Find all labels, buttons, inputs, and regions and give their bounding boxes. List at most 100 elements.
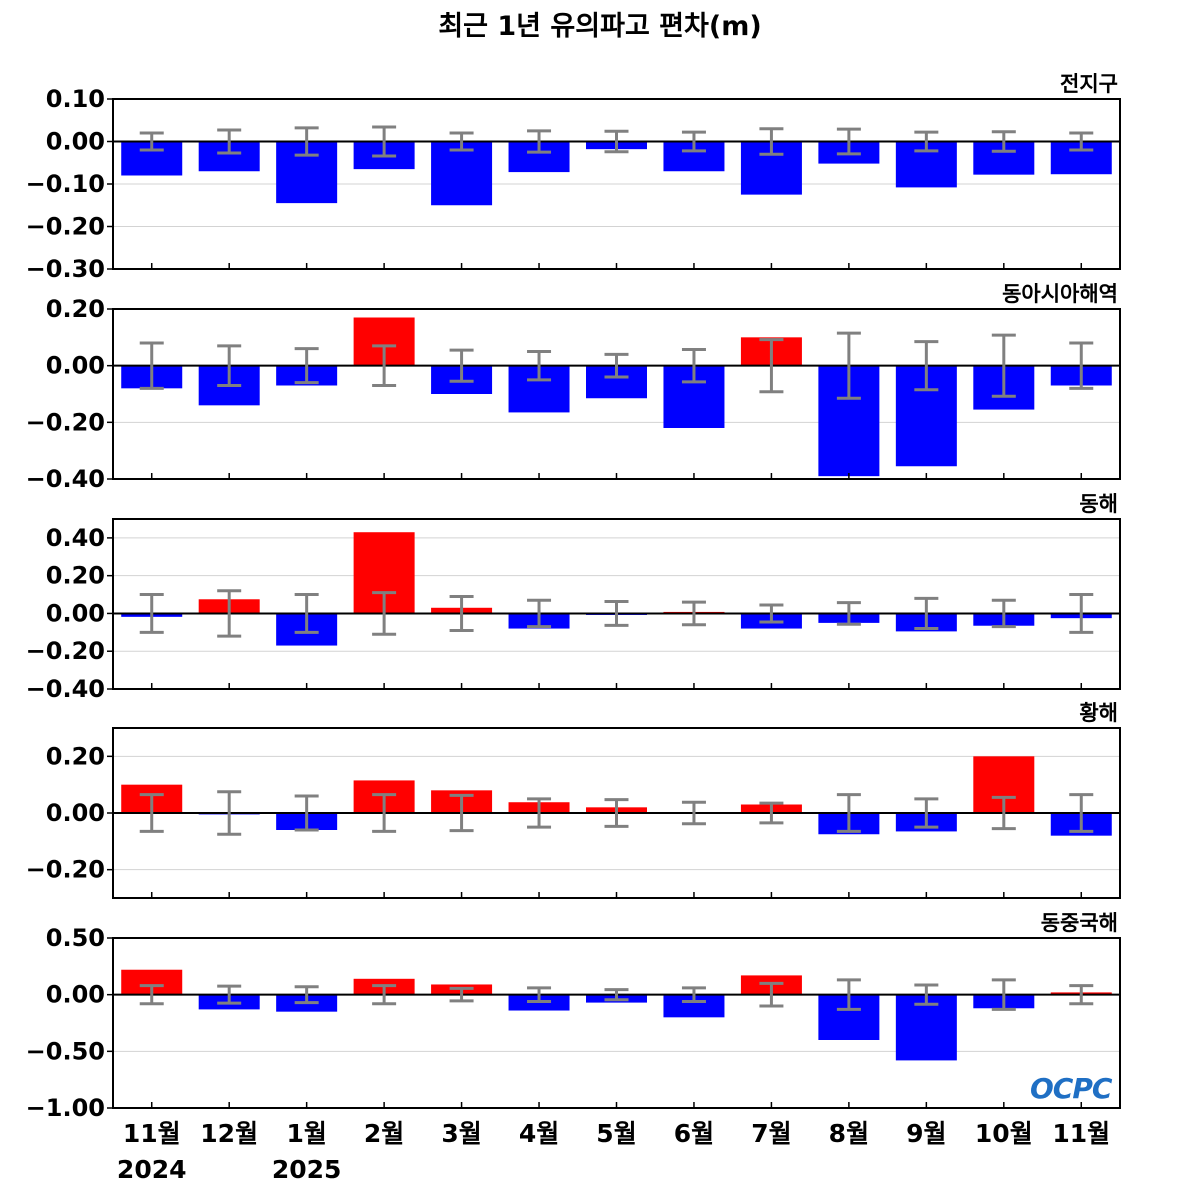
error-bar <box>991 795 1016 831</box>
error-bar <box>527 797 552 829</box>
error-bar <box>604 129 629 154</box>
error-bar <box>836 331 861 400</box>
y-tick-label: 0.20 <box>46 295 105 323</box>
error-bar <box>991 130 1016 153</box>
x-tick-label: 5월 <box>596 1119 636 1148</box>
error-bar <box>294 347 319 385</box>
error-bar <box>527 598 552 629</box>
chart-title: 최근 1년 유의파고 편차(m) <box>438 11 762 42</box>
panel-4: 0.20 0.00 −0.20 황해 <box>26 701 1121 899</box>
error-bar <box>759 603 784 624</box>
x-tick-label: 7월 <box>751 1119 791 1148</box>
error-bar <box>759 981 784 1008</box>
error-bar <box>681 600 706 627</box>
error-bar <box>681 348 706 384</box>
year-label: 2024 <box>117 1155 187 1184</box>
error-bar <box>449 348 474 383</box>
error-bar <box>372 793 397 833</box>
x-tick-label: 8월 <box>829 1119 869 1148</box>
error-bar <box>294 985 319 1005</box>
error-bar <box>449 793 474 833</box>
error-bar <box>759 338 784 394</box>
panel-title: 동아시아해역 <box>1002 282 1118 306</box>
error-bar <box>914 130 939 153</box>
error-bar <box>372 344 397 387</box>
error-bar <box>604 798 629 828</box>
error-bar <box>527 129 552 154</box>
error-bar <box>914 983 939 1006</box>
y-tick-label: 0.40 <box>46 524 105 552</box>
error-bar <box>527 986 552 1003</box>
error-bar <box>836 978 861 1011</box>
error-bar <box>372 125 397 158</box>
x-tick-label: 12월 <box>200 1119 258 1148</box>
panel-2: 0.20 0.00 −0.20 −0.40 동아시아해역 <box>26 282 1121 493</box>
bar <box>431 141 493 206</box>
error-bar <box>759 801 784 825</box>
error-bar <box>914 340 939 392</box>
year-label: 2025 <box>272 1155 342 1184</box>
y-tick-label: 0.00 <box>46 128 105 156</box>
error-bar <box>914 797 939 829</box>
error-bar <box>604 352 629 379</box>
x-tick-label: 9월 <box>906 1119 946 1148</box>
y-tick-label: 0.10 <box>46 85 105 113</box>
panel-title: 황해 <box>1079 701 1118 725</box>
error-bar <box>139 984 164 1006</box>
y-tick-label: 0.00 <box>46 352 105 380</box>
error-bar <box>139 341 164 390</box>
error-bar <box>217 984 242 1005</box>
x-tick-label: 10월 <box>975 1119 1033 1148</box>
error-bar <box>914 596 939 631</box>
y-tick-label: −0.20 <box>26 856 105 884</box>
panel-3: 0.40 0.20 0.00 −0.20 −0.40 동해 <box>26 492 1121 703</box>
error-bar <box>1069 793 1094 833</box>
ocpc-logo: OCPC <box>1030 1072 1112 1105</box>
y-tick-label: −0.20 <box>26 637 105 665</box>
y-tick-label: −0.10 <box>26 170 105 198</box>
y-tick-label: −0.20 <box>26 213 105 241</box>
error-bar <box>836 127 861 156</box>
error-bar <box>681 800 706 826</box>
error-bar <box>1069 984 1094 1006</box>
y-tick-label: 0.20 <box>46 562 105 590</box>
error-bar <box>991 598 1016 629</box>
error-bar <box>527 350 552 382</box>
y-tick-label: −0.30 <box>26 255 105 283</box>
error-bar <box>372 591 397 636</box>
y-tick-label: 0.20 <box>46 742 105 770</box>
panel-title: 전지구 <box>1060 72 1118 96</box>
error-bar <box>836 793 861 833</box>
error-bar <box>1069 131 1094 152</box>
error-bar <box>604 600 629 627</box>
y-tick-label: −1.00 <box>26 1094 105 1122</box>
panel-title: 동중국해 <box>1041 911 1118 935</box>
error-bar <box>294 593 319 634</box>
error-bar <box>217 790 242 836</box>
error-bar <box>1069 593 1094 634</box>
error-bar <box>449 131 474 152</box>
error-bar <box>294 126 319 157</box>
x-tick-label: 1월 <box>286 1119 326 1148</box>
plot-area <box>113 938 1120 1108</box>
y-tick-label: −0.50 <box>26 1037 105 1065</box>
y-tick-label: −0.20 <box>26 408 105 436</box>
error-bar <box>991 978 1016 1011</box>
error-bar <box>681 130 706 153</box>
x-tick-label: 4월 <box>519 1119 559 1148</box>
panel-title: 동해 <box>1079 492 1118 516</box>
error-bar <box>604 988 629 1002</box>
x-tick-label: 2월 <box>364 1119 404 1148</box>
x-tick-label: 11월 <box>1052 1119 1110 1148</box>
error-bar <box>294 794 319 832</box>
error-bar <box>217 344 242 387</box>
error-bar <box>1069 341 1094 390</box>
y-tick-label: 0.00 <box>46 799 105 827</box>
error-bar <box>449 986 474 1003</box>
error-bar <box>217 128 242 155</box>
x-tick-label: 3월 <box>441 1119 481 1148</box>
error-bar <box>139 131 164 152</box>
bar <box>663 994 725 1018</box>
error-bar <box>139 593 164 634</box>
